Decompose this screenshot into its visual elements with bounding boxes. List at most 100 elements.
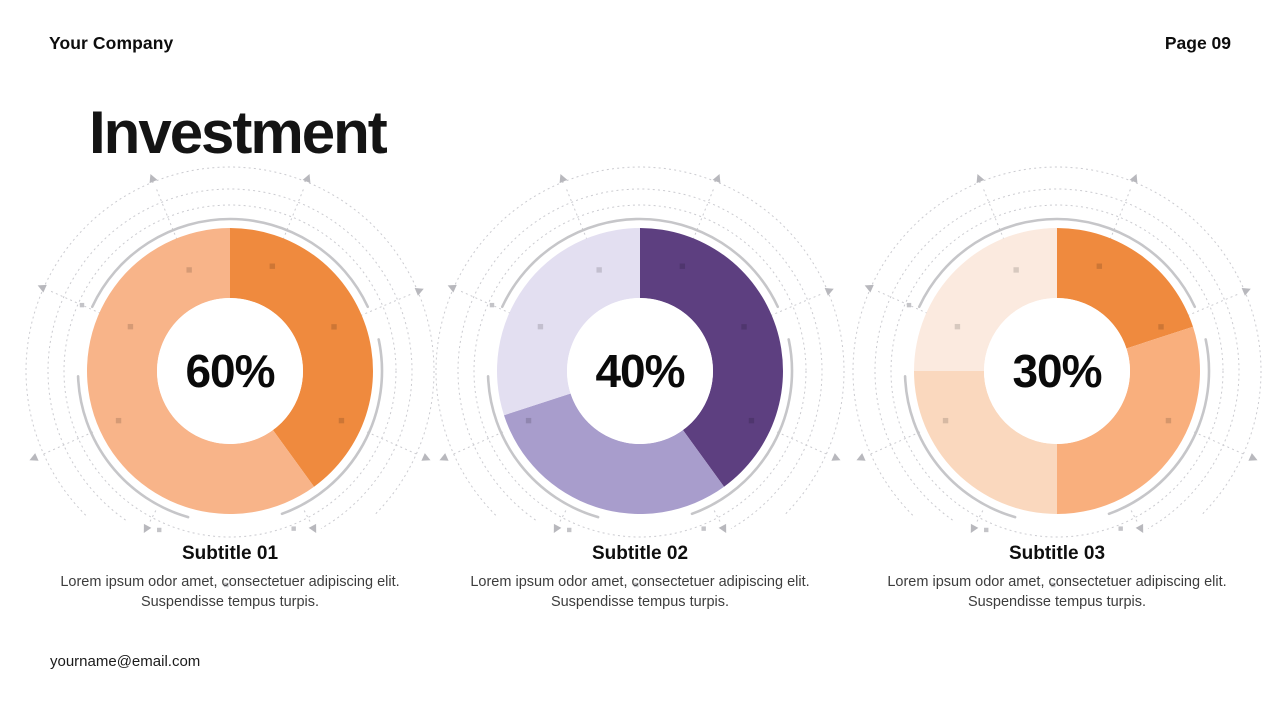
chart-1-subtitle: Subtitle 01 — [181, 543, 279, 564]
ray-line — [1193, 431, 1246, 456]
dot-marker — [127, 323, 134, 330]
dot-marker — [537, 323, 544, 330]
ray-line — [41, 431, 94, 456]
arrow-icon — [447, 284, 457, 293]
dot-marker — [1165, 417, 1172, 424]
arrow-icon — [29, 453, 39, 461]
arrow-icon — [864, 284, 874, 293]
dot-marker — [525, 417, 532, 424]
solid-arc — [90, 217, 370, 309]
arrow-icon — [1248, 453, 1258, 461]
solid-arc — [500, 217, 780, 309]
arrow-icon — [970, 523, 979, 534]
ray-line — [50, 290, 144, 333]
ray-line — [727, 293, 821, 335]
dot-marker — [567, 527, 572, 533]
arrow-icon — [553, 523, 562, 534]
page-title: Investment — [89, 99, 388, 166]
dashed-ring — [25, 166, 435, 516]
ray-line — [776, 431, 829, 456]
dot-marker — [679, 263, 686, 269]
chart-2-subtitle: Subtitle 02 — [591, 543, 689, 564]
ray-line — [1130, 510, 1138, 523]
chart-3-caption: Subtitle 03 Lorem ipsum odor amet, conse… — [882, 543, 1232, 613]
dot-marker — [1158, 324, 1164, 330]
dot-marker — [79, 302, 85, 308]
dot-marker — [338, 417, 345, 424]
ray-line — [565, 187, 605, 284]
ray-line — [675, 187, 715, 284]
ray-line — [303, 510, 311, 523]
arrow-icon — [308, 523, 317, 534]
arrow-icon — [302, 174, 311, 184]
dot-marker — [291, 526, 296, 531]
ray-line — [149, 510, 157, 523]
arrow-icon — [559, 174, 568, 184]
ray-line — [1092, 187, 1132, 284]
dot-marker — [942, 417, 949, 424]
ray-line — [460, 290, 554, 333]
page-number: Page 09 — [1164, 33, 1231, 53]
arrow-icon — [856, 453, 866, 461]
dot-marker — [331, 324, 337, 330]
donut-segment-medium-purple — [503, 393, 725, 514]
arrow-icon — [149, 174, 158, 184]
solid-arc — [917, 217, 1197, 309]
email-address: yourname@email.com — [50, 653, 201, 670]
donut-1-percent-label: 60% — [185, 345, 275, 397]
chart-3-subtitle: Subtitle 03 — [1008, 543, 1106, 564]
arrow-icon — [414, 288, 424, 296]
dot-marker — [984, 527, 989, 533]
ray-line — [317, 293, 411, 335]
dot-marker — [596, 267, 602, 273]
dashed-ring — [852, 166, 1262, 516]
company-name: Your Company — [49, 33, 174, 53]
dot-marker — [489, 302, 495, 308]
donut-2-percent-label: 40% — [595, 345, 685, 397]
dot-marker — [741, 324, 747, 330]
arrow-icon — [1135, 523, 1144, 534]
dashed-ring — [435, 166, 845, 516]
dot-marker — [269, 263, 276, 269]
arrow-icon — [421, 453, 431, 461]
ray-line — [155, 187, 195, 284]
ray-line — [976, 510, 984, 523]
donut-segment-dark-orange — [1057, 228, 1194, 349]
dot-marker — [954, 323, 961, 330]
arrow-icon — [824, 288, 834, 296]
arrow-icon — [1129, 174, 1138, 184]
ray-line — [713, 510, 721, 523]
ray-line — [877, 290, 971, 333]
donut-3-percent-label: 30% — [1012, 345, 1102, 397]
dot-marker — [186, 267, 192, 273]
ray-line — [982, 187, 1022, 284]
chart-2-description: Lorem ipsum odor amet, consectetuer adip… — [470, 574, 810, 611]
ray-line — [1144, 293, 1238, 335]
chart-1-caption: Subtitle 01 Lorem ipsum odor amet, conse… — [55, 543, 405, 613]
ray-line — [265, 187, 305, 284]
chart-2-caption: Subtitle 02 Lorem ipsum odor amet, conse… — [465, 543, 815, 613]
dot-marker — [1096, 263, 1103, 269]
arrow-icon — [1241, 288, 1251, 296]
dot-marker — [906, 302, 912, 308]
arrow-icon — [37, 284, 47, 293]
arrow-icon — [976, 174, 985, 184]
dot-marker — [1013, 267, 1019, 273]
dot-marker — [748, 417, 755, 424]
dot-marker — [1118, 526, 1123, 531]
chart-1-description: Lorem ipsum odor amet, consectetuer adip… — [60, 574, 400, 611]
arrow-icon — [439, 453, 449, 461]
ray-line — [868, 431, 921, 456]
arrow-icon — [143, 523, 152, 534]
ray-line — [559, 510, 567, 523]
arrow-icon — [718, 523, 727, 534]
ray-line — [451, 431, 504, 456]
chart-3-description: Lorem ipsum odor amet, consectetuer adip… — [887, 574, 1227, 611]
dot-marker — [157, 527, 162, 533]
arrow-icon — [712, 174, 721, 184]
arrow-icon — [831, 453, 841, 461]
ray-line — [366, 431, 419, 456]
dot-marker — [115, 417, 122, 424]
dot-marker — [701, 526, 706, 531]
